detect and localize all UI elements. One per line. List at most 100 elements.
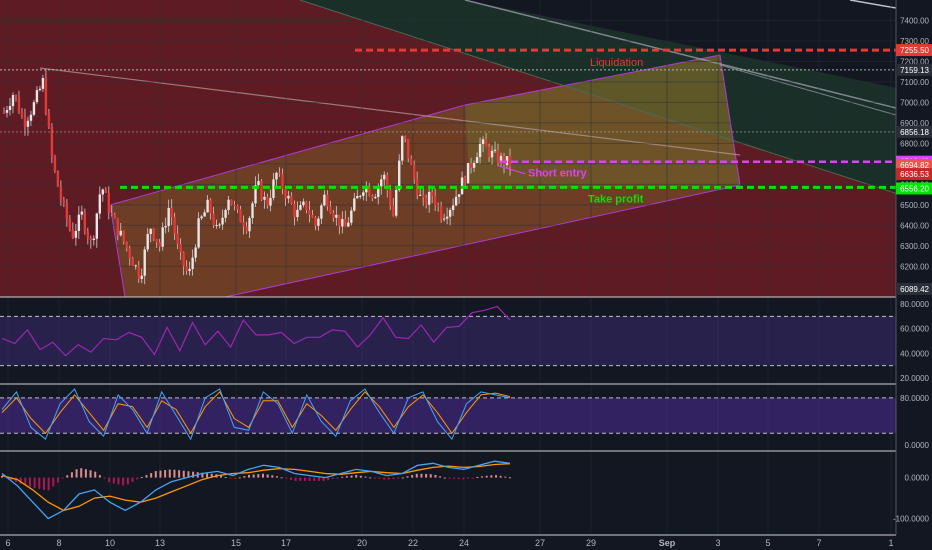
macd-histogram-bar [453,477,456,479]
price-tick-label: 6800.00 [900,139,929,148]
candle-body [386,174,389,191]
candle-body [275,172,278,180]
macd-histogram-bar [103,477,106,479]
candle-body [377,186,380,197]
macd-histogram-bar [457,477,460,480]
candle-body [496,149,500,164]
candle-body [170,207,173,218]
macd-histogram-bar [345,476,348,478]
macd-histogram-bar [122,477,125,486]
candle-body [433,195,437,206]
macd-histogram-bar [224,476,227,478]
candle-body [74,230,78,238]
candle-body [188,268,191,272]
macd-histogram-bar [80,468,83,478]
trendline-long [39,67,741,156]
macd-histogram-bar [19,477,22,484]
macd-histogram-bar [509,477,511,479]
macd-histogram-bar [206,473,209,478]
candle-body [206,199,209,213]
candle-body [380,179,383,187]
macd-histogram-bar [327,477,330,481]
right-axis-bg [896,0,932,550]
candle-body [454,196,458,206]
candle-body [89,238,93,241]
candle-body [389,190,392,206]
candle-body [475,157,479,164]
price-tick-label: 6200.00 [900,262,929,271]
candle-body [221,217,224,225]
candle-body [53,156,57,172]
macd-signal-line [1,463,511,512]
x-tick-label: 15 [231,538,241,548]
candle-body [245,226,248,232]
macd-histogram-bar [331,477,334,479]
candle-body [38,88,42,91]
macd-histogram-bar [378,477,381,479]
macd-histogram-bar [159,470,162,478]
candle-body [233,204,236,206]
macd-histogram-bar [429,474,432,478]
price-tick-label: 7300.00 [900,37,929,46]
candle-body [368,186,371,196]
rsi-tick-label: 80.0000 [900,300,929,309]
macd-histogram-bar [350,475,353,478]
candle-body [374,196,377,199]
macd-histogram-bar [471,477,474,479]
candle-body [239,209,242,223]
macd-histogram-bar [467,477,470,479]
macd-histogram-bar [187,471,190,478]
x-tick-label: 8 [56,538,61,548]
macd-histogram-bar [210,473,213,478]
candle-body [29,114,33,121]
macd-histogram-bar [168,469,171,478]
candle-body [173,217,176,234]
macd-histogram-bar [220,475,223,478]
candle-body [86,231,90,239]
candle-body [80,211,84,215]
macd-histogram-bar [229,477,232,479]
macd-histogram-bar [294,477,297,481]
candle-body [68,219,72,230]
candle-body [140,275,143,279]
candle-body [149,228,152,235]
candle-body [293,204,296,218]
macd-histogram-bar [66,475,69,478]
candle-body [439,205,443,220]
candle-body [98,194,102,214]
candle-body [281,173,284,190]
candle-body [212,213,215,226]
candle-body [451,205,455,211]
candle-body [269,197,272,206]
candle-body [218,224,221,226]
candle-body [191,257,194,269]
macd-tick-label: 0.0000 [905,474,930,483]
macd-histogram-bar [495,475,498,478]
candle-body [131,258,134,266]
price-label-text: 6636.53 [900,170,929,179]
candle-body [284,189,287,199]
macd-histogram-bar [131,477,134,482]
macd-histogram-bar [56,477,59,483]
candle-body [365,186,368,193]
macd-histogram-bar [303,477,306,481]
candle-body [107,192,110,213]
channel-bottom-line [224,184,741,298]
candle-body [116,218,119,236]
macd-histogram-bar [5,477,8,479]
candle-body [418,194,422,196]
x-tick-label: Sep [659,538,676,548]
candle-body [185,266,188,272]
candle-body [392,205,395,216]
stoch-tick-label: 0.0000 [905,441,930,450]
macd-histogram-bar [70,472,73,478]
grey-trendline-3 [849,0,897,9]
candle-body [242,222,245,227]
macd-histogram-bar [336,477,339,479]
candle-body [290,195,293,205]
candle-body [460,177,464,195]
macd-histogram-bar [280,477,283,479]
candle-body [335,214,338,218]
candle-body [257,181,260,186]
